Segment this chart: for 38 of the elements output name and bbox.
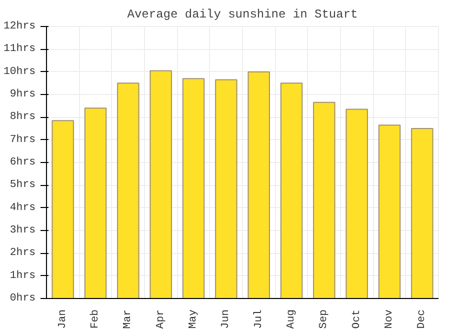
y-tick-label: 5hrs (10, 179, 36, 192)
bar (84, 108, 107, 298)
x-tick-label: Feb (90, 309, 102, 329)
x-tick-label: Oct (350, 309, 363, 329)
bar (378, 124, 401, 298)
bar (52, 120, 74, 298)
y-tick-label: 10hrs (4, 66, 36, 78)
y-tick-label: 2hrs (10, 247, 36, 260)
chart-title: Average daily sunshine in Stuart (127, 8, 358, 22)
x-tick-label: Jun (220, 309, 232, 329)
y-tick-label: 12hrs (4, 20, 36, 32)
bar (248, 71, 270, 298)
y-tick-label: 8hrs (10, 111, 36, 124)
x-tick-label: Apr (154, 309, 167, 329)
bar (411, 128, 434, 298)
y-tick-label: 9hrs (10, 88, 36, 100)
x-tick-label: Dec (416, 309, 428, 329)
x-tick-label: May (188, 308, 200, 329)
y-tick-label: 0hrs (10, 292, 36, 304)
bar (346, 108, 368, 298)
y-tick-label: 3hrs (10, 224, 36, 236)
x-tick-label: Mar (122, 309, 134, 329)
y-tick-label: 11hrs (4, 43, 36, 56)
x-tick-label: Sep (318, 309, 330, 329)
y-tick-label: 4hrs (10, 202, 36, 214)
bar (150, 70, 172, 298)
bar (280, 82, 303, 298)
bar (313, 102, 336, 298)
y-tick-label: 7hrs (10, 134, 36, 146)
x-tick-label: Jul (252, 309, 265, 329)
y-tick-label: 6hrs (10, 156, 36, 168)
x-tick-label: Jan (56, 309, 69, 329)
x-tick-label: Nov (384, 308, 396, 329)
bar (215, 79, 238, 298)
bar (117, 82, 140, 298)
y-tick-label: 1hrs (10, 270, 36, 282)
bar (182, 78, 205, 298)
x-tick-label: Aug (286, 309, 298, 329)
